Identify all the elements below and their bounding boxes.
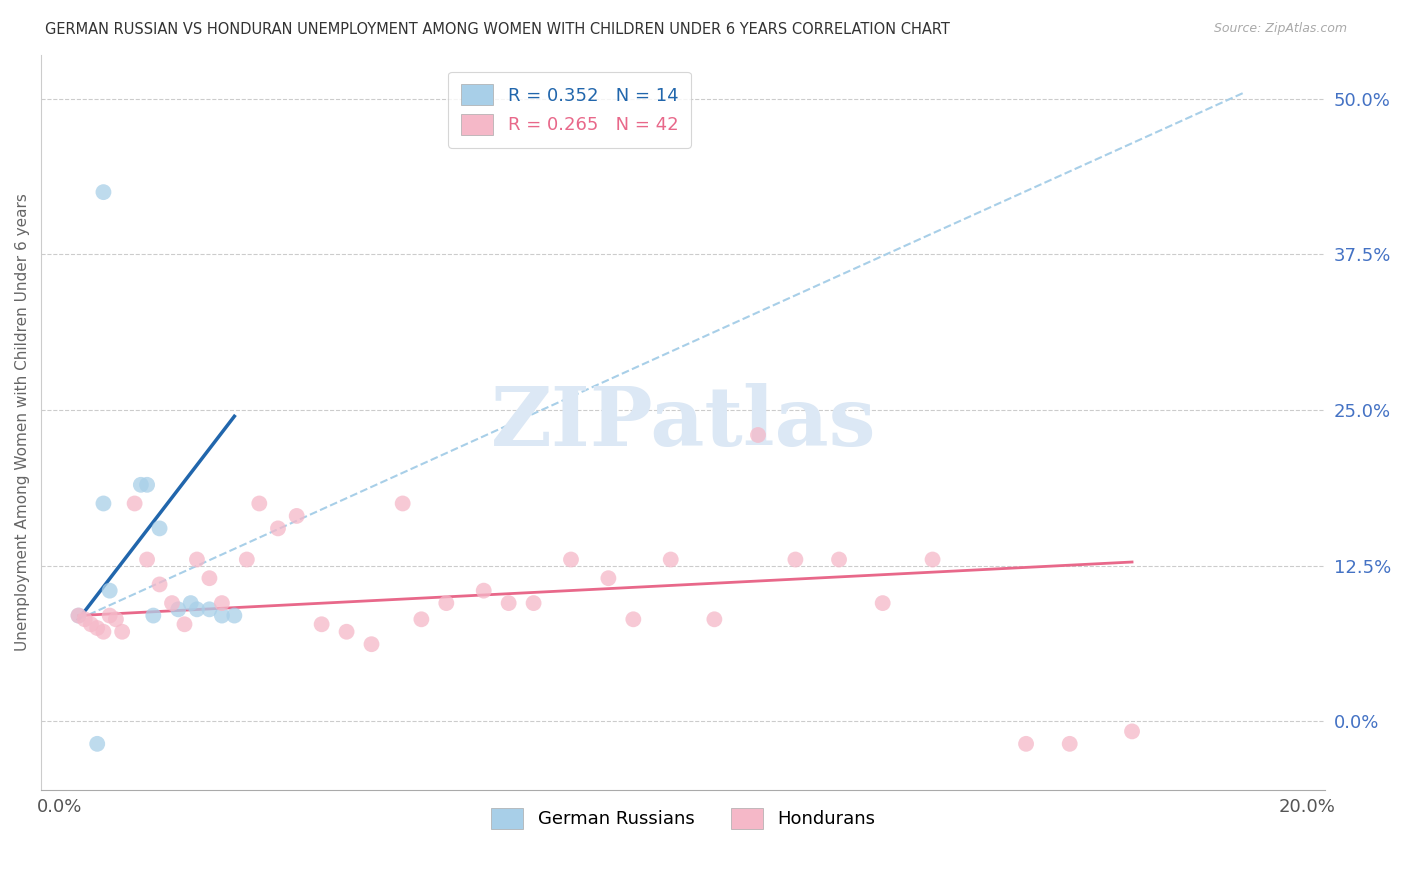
Point xyxy=(434,596,457,610)
Point xyxy=(391,496,413,510)
Point xyxy=(560,552,582,566)
Point xyxy=(160,596,183,610)
Point xyxy=(93,496,115,510)
Point xyxy=(98,608,121,623)
Point xyxy=(659,552,682,566)
Text: GERMAN RUSSIAN VS HONDURAN UNEMPLOYMENT AMONG WOMEN WITH CHILDREN UNDER 6 YEARS : GERMAN RUSSIAN VS HONDURAN UNEMPLOYMENT … xyxy=(45,22,950,37)
Point xyxy=(703,612,725,626)
Point xyxy=(67,608,90,623)
Point xyxy=(142,608,165,623)
Point xyxy=(73,612,96,626)
Legend: German Russians, Hondurans: German Russians, Hondurans xyxy=(484,801,883,836)
Point xyxy=(785,552,807,566)
Point xyxy=(124,496,146,510)
Point xyxy=(136,477,159,491)
Point xyxy=(86,621,108,635)
Point xyxy=(173,617,195,632)
Point xyxy=(472,583,495,598)
Point xyxy=(498,596,520,610)
Point xyxy=(921,552,943,566)
Point xyxy=(136,552,159,566)
Point xyxy=(180,596,202,610)
Point xyxy=(598,571,620,585)
Point xyxy=(198,602,221,616)
Point xyxy=(211,596,233,610)
Point xyxy=(360,637,382,651)
Point xyxy=(267,521,290,535)
Point xyxy=(828,552,851,566)
Point xyxy=(167,602,190,616)
Y-axis label: Unemployment Among Women with Children Under 6 years: Unemployment Among Women with Children U… xyxy=(15,194,30,651)
Text: Source: ZipAtlas.com: Source: ZipAtlas.com xyxy=(1213,22,1347,36)
Point xyxy=(523,596,546,610)
Point xyxy=(93,624,115,639)
Point xyxy=(86,737,108,751)
Point xyxy=(211,608,233,623)
Point xyxy=(1121,724,1143,739)
Point xyxy=(80,617,103,632)
Point xyxy=(93,185,115,199)
Point xyxy=(148,521,170,535)
Point xyxy=(186,552,208,566)
Point xyxy=(872,596,894,610)
Point xyxy=(104,612,127,626)
Point xyxy=(747,428,769,442)
Point xyxy=(198,571,221,585)
Point xyxy=(67,608,90,623)
Point xyxy=(411,612,433,626)
Point xyxy=(621,612,644,626)
Point xyxy=(285,508,308,523)
Point xyxy=(311,617,333,632)
Text: ZIPatlas: ZIPatlas xyxy=(491,383,876,463)
Point xyxy=(129,477,152,491)
Point xyxy=(98,583,121,598)
Point xyxy=(247,496,270,510)
Point xyxy=(1059,737,1081,751)
Point xyxy=(1015,737,1038,751)
Point xyxy=(186,602,208,616)
Point xyxy=(236,552,259,566)
Point xyxy=(335,624,357,639)
Point xyxy=(148,577,170,591)
Point xyxy=(224,608,246,623)
Point xyxy=(111,624,134,639)
